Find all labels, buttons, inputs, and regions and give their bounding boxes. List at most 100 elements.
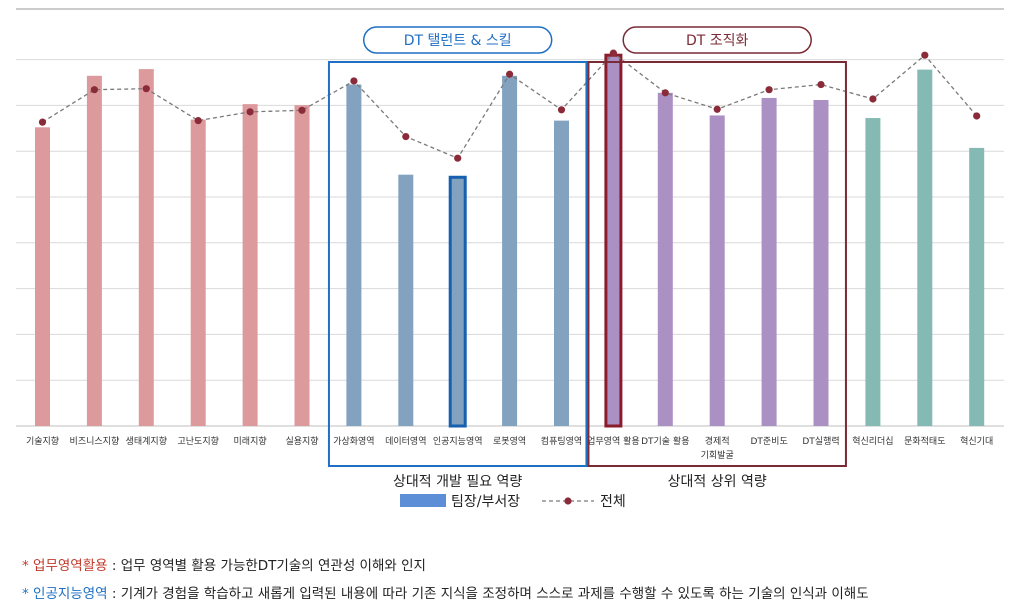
bar-11 — [604, 53, 623, 428]
line-point-13 — [713, 105, 721, 113]
tick-label-17: 문화적태도 — [904, 435, 945, 447]
tick-label-line: 로봇영역 — [493, 436, 526, 447]
bar-1 — [86, 75, 102, 427]
line-point-11 — [609, 49, 618, 57]
bar-0 — [35, 127, 50, 427]
line-point-14 — [765, 86, 773, 94]
bar-series — [35, 53, 985, 428]
group-caption-1: 상대적 상위 역량 — [668, 474, 767, 490]
tick-label-line: 비즈니스지향 — [70, 435, 120, 447]
tick-label-line: 인공지능영역 — [433, 436, 483, 447]
bar-7 — [398, 174, 414, 426]
line-point-8 — [454, 154, 462, 162]
tick-label-line: 업무영역 활용 — [587, 435, 640, 447]
tick-label-2: 생태계지향 — [126, 435, 167, 447]
tick-label-6: 가상화영역 — [333, 436, 374, 447]
footnote-star: * — [22, 558, 29, 574]
footnote-star: * — [22, 586, 29, 602]
bar-2 — [138, 69, 154, 426]
footnote-key: 인공지능영역 — [33, 586, 108, 602]
group-title-pill-1 — [622, 26, 812, 54]
group-title-0: DT 탤런트 & 스킬 — [404, 33, 512, 49]
x-tick-labels: 기술지향 비즈니스지향 생태계지향 고난도지향 미래지향 실용지향 가상화영역 데이터영역 인공… — [26, 435, 993, 461]
bar-5 — [294, 105, 310, 426]
tick-label-0: 기술지향 — [26, 435, 59, 447]
line-point-17 — [921, 51, 929, 59]
tick-label-line: 혁신리더십 — [852, 436, 893, 447]
tick-label-10: 컴퓨팅영역 — [541, 435, 582, 447]
tick-label-line: 기술지향 — [26, 435, 59, 447]
bar-18 — [969, 147, 985, 426]
bar-13 — [709, 115, 725, 426]
tick-label-14: DT준비도 — [750, 436, 787, 447]
line-point-1 — [90, 86, 98, 94]
tick-label-line: 생태계지향 — [126, 435, 167, 447]
tick-label-line: 컴퓨팅영역 — [541, 435, 582, 447]
footnote-business-area: * 업무영역활용 : 업무 영역별 활용 가능한DT기술의 연관성 이해와 인지 — [22, 554, 426, 574]
bar-16 — [865, 118, 881, 426]
tick-label-3: 고난도지향 — [177, 435, 218, 447]
line-point-7 — [402, 132, 410, 141]
group-box-1 — [587, 61, 847, 467]
tick-label-15: DT실행력 — [802, 435, 839, 447]
legend: 팀장/부서장 전체 — [400, 494, 626, 510]
bar-3 — [190, 119, 206, 426]
group-title-pill-0 — [362, 26, 553, 54]
tick-label-18: 혁신기대 — [960, 436, 993, 447]
tick-label-line: DT기술 활용 — [641, 435, 689, 447]
line-point-2 — [142, 85, 150, 93]
legend-line-marker — [564, 497, 572, 505]
tick-label-line: DT실행력 — [802, 435, 839, 447]
tick-label-11: 업무영역 활용 — [587, 435, 640, 447]
tick-label-line: 혁신기대 — [960, 436, 993, 447]
line-point-12 — [661, 89, 669, 97]
group-title-1: DT 조직화 — [686, 33, 749, 49]
tick-label-1: 비즈니스지향 — [70, 435, 120, 447]
line-point-15 — [817, 80, 825, 89]
legend-bar-label: 팀장/부서장 — [451, 494, 520, 510]
tick-label-line: 실용지향 — [285, 435, 318, 447]
tick-label-line: 데이터영역 — [385, 436, 426, 447]
bar-4 — [242, 104, 258, 426]
tick-label-4: 미래지향 — [234, 435, 267, 447]
tick-label-9: 로봇영역 — [493, 436, 526, 447]
bar-12 — [657, 92, 673, 427]
group-box-0 — [327, 61, 588, 467]
line-point-6 — [350, 77, 358, 85]
bar-9 — [502, 75, 518, 427]
footnote-text: : 기계가 경험을 학습하고 새롭게 입력된 내용에 따라 기존 지식을 조정하… — [107, 586, 869, 602]
line-point-0 — [38, 118, 47, 126]
tick-label-line: DT준비도 — [750, 436, 787, 447]
footnote-ai-area: * 인공지능영역 : 기계가 경험을 학습하고 새롭게 입력된 내용에 따라 기… — [22, 582, 869, 602]
footnote-text: : 업무 영역별 활용 가능한DT기술의 연관성 이해와 인지 — [107, 558, 426, 574]
tick-label-5: 실용지향 — [285, 435, 318, 447]
tick-label-7: 데이터영역 — [385, 436, 426, 447]
line-point-3 — [194, 117, 202, 125]
bar-8 — [448, 175, 467, 428]
tick-label-12: DT기술 활용 — [641, 435, 689, 447]
bar-17 — [917, 69, 933, 427]
tick-label-line: 경제적 — [705, 435, 730, 447]
bar-6 — [346, 84, 362, 427]
tick-label-16: 혁신리더십 — [852, 436, 893, 447]
line-point-5 — [298, 106, 306, 114]
tick-label-line: 기회발굴 — [701, 450, 734, 461]
bar-10 — [554, 120, 569, 426]
line-point-9 — [506, 70, 514, 78]
tick-label-8: 인공지능영역 — [433, 436, 483, 447]
bar-15 — [813, 100, 829, 426]
line-point-18 — [973, 112, 981, 120]
tick-label-line: 문화적태도 — [904, 435, 945, 447]
line-series — [38, 49, 981, 162]
line-point-4 — [246, 108, 254, 116]
line-point-10 — [557, 106, 566, 114]
bar-14 — [761, 97, 777, 426]
tick-label-line: 미래지향 — [234, 435, 267, 447]
tick-label-line: 고난도지향 — [177, 435, 218, 447]
footnote-key: 업무영역활용 — [33, 558, 108, 574]
tick-label-line: 가상화영역 — [333, 436, 374, 447]
group-caption-0: 상대적 개발 필요 역량 — [393, 474, 522, 490]
